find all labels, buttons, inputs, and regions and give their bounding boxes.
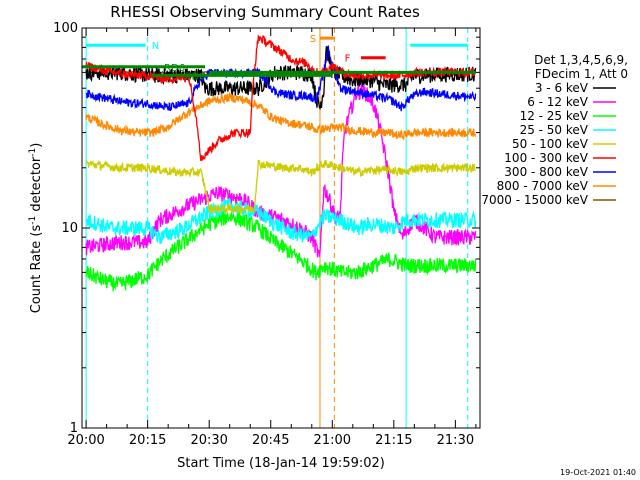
legend-entry-label: 12 - 25 keV <box>520 109 589 123</box>
x-tick-label: 20:45 <box>252 433 289 448</box>
legend-entry-label: 7000 - 15000 keV <box>481 193 588 207</box>
series-line <box>85 198 477 245</box>
y-axis-label-exponent: -1 <box>28 148 38 157</box>
y-axis-label-part: Count Rate (s <box>29 225 44 314</box>
chart-title: RHESSI Observing Summary Count Rates <box>110 3 420 21</box>
x-tick-label: 21:30 <box>437 433 474 448</box>
legend-entry-label: 3 - 6 keV <box>535 81 589 95</box>
y-axis-label-part: ) <box>29 143 44 148</box>
legend: Det 1,3,4,5,6,9, FDecim 1, Att 0 3 - 6 k… <box>481 53 628 207</box>
legend-entry-label: 50 - 100 keV <box>512 137 589 151</box>
y-axis-label-part: detector <box>29 156 44 216</box>
x-axis-label: Start Time (18-Jan-14 19:59:02) <box>177 456 385 471</box>
legend-entry-label: 300 - 800 keV <box>504 165 588 179</box>
x-tick-label: 20:15 <box>129 433 166 448</box>
footer-date: 19-Oct-2021 01:40 <box>560 468 636 477</box>
series-line <box>85 34 476 162</box>
legend-entry-label: 6 - 12 keV <box>527 95 589 109</box>
y-tick-label: 10 <box>61 221 78 236</box>
legend-entry-label: 800 - 7000 keV <box>497 179 589 193</box>
legend-header-line: Det 1,3,4,5,6,9, <box>534 53 628 67</box>
legend-header-line: FDecim 1, Att 0 <box>535 67 628 81</box>
orbit-bar-label: RD0 <box>185 71 206 82</box>
y-axis-label: Count Rate (s-1 detector-1) <box>28 143 44 314</box>
legend-entry-label: 25 - 50 keV <box>520 123 589 137</box>
x-tick-label: 21:15 <box>375 433 412 448</box>
legend-entry-label: 100 - 300 keV <box>504 151 588 165</box>
series-line <box>85 91 477 141</box>
x-axis-ticks: 20:00 20:15 20:30 20:45 21:00 21:15 21:30 <box>67 28 477 448</box>
y-tick-label: 100 <box>53 21 78 36</box>
y-tick-label: 1 <box>70 421 78 436</box>
series-line <box>85 45 477 112</box>
series-line <box>85 159 476 215</box>
x-tick-label: 21:00 <box>314 433 351 448</box>
x-tick-label: 20:00 <box>67 433 104 448</box>
y-axis-ticks: 1 10 100 <box>53 21 480 436</box>
orbit-bar-label: N <box>152 41 159 52</box>
series-line <box>85 210 477 292</box>
orbit-bar-label: F <box>345 54 351 65</box>
y-axis-label-exponent: -1 <box>28 216 38 225</box>
x-tick-label: 20:30 <box>190 433 227 448</box>
orbit-bar-label: RD6 <box>164 63 185 74</box>
orbit-bar-label: S <box>310 34 316 45</box>
